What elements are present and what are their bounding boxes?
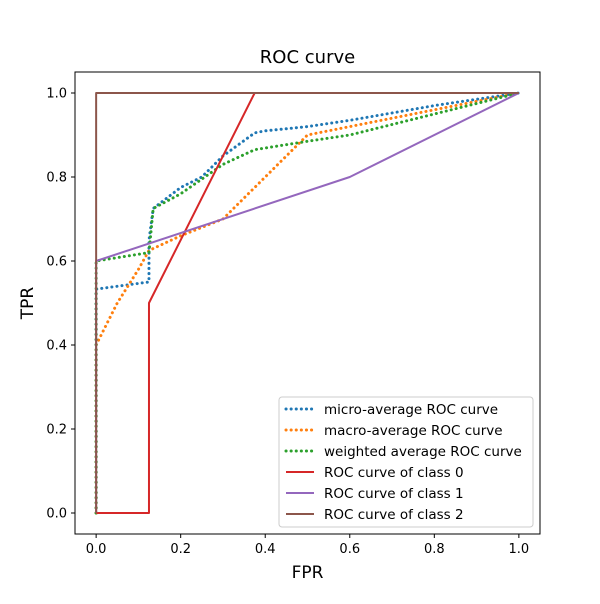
x-tick-label: 0.8 <box>424 542 445 557</box>
y-tick-label: 1.0 <box>46 87 67 102</box>
axes-frame <box>74 71 541 535</box>
y-axis-ticks: 0.0 0.2 0.4 0.6 0.8 1.0 <box>46 87 75 522</box>
series-line-0 <box>94 91 521 515</box>
legend-label-5: ROC curve of class 2 <box>324 507 464 523</box>
legend-box <box>278 396 534 528</box>
y-axis-label: TPR <box>18 287 38 321</box>
y-tick-label: 0.8 <box>46 171 67 186</box>
series-line-2 <box>94 91 521 515</box>
x-axis-label: FPR <box>292 563 324 583</box>
y-tick-label: 0.4 <box>46 339 67 354</box>
legend-label-2: weighted average ROC curve <box>324 444 522 460</box>
x-axis-ticks: 0.0 0.2 0.4 0.6 0.8 1.0 <box>86 534 529 557</box>
legend-label-3: ROC curve of class 0 <box>324 465 464 481</box>
x-tick-label: 1.0 <box>509 542 530 557</box>
x-tick-label: 0.4 <box>255 542 276 557</box>
legend-label-1: macro-average ROC curve <box>324 423 503 439</box>
x-tick-label: 0.2 <box>170 542 191 557</box>
x-tick-label: 0.6 <box>339 542 360 557</box>
y-tick-label: 0.6 <box>46 255 67 270</box>
legend-entries: micro-average ROC curve macro-average ROC… <box>284 402 522 523</box>
legend: micro-average ROC curve macro-average ROC… <box>278 396 534 528</box>
x-tick-label: 0.0 <box>86 542 107 557</box>
chart-title: ROC curve <box>260 47 355 68</box>
series-line-5 <box>95 92 519 513</box>
legend-label-4: ROC curve of class 1 <box>324 486 464 502</box>
y-tick-label: 0.2 <box>46 423 67 438</box>
y-tick-label: 0.0 <box>46 507 67 522</box>
legend-label-0: micro-average ROC curve <box>324 402 498 418</box>
series-layer <box>94 91 521 515</box>
plot-area: 0.0 0.2 0.4 0.6 0.8 1.0 0.0 0.2 0.4 0.6 0.8 1.0 <box>46 71 541 557</box>
